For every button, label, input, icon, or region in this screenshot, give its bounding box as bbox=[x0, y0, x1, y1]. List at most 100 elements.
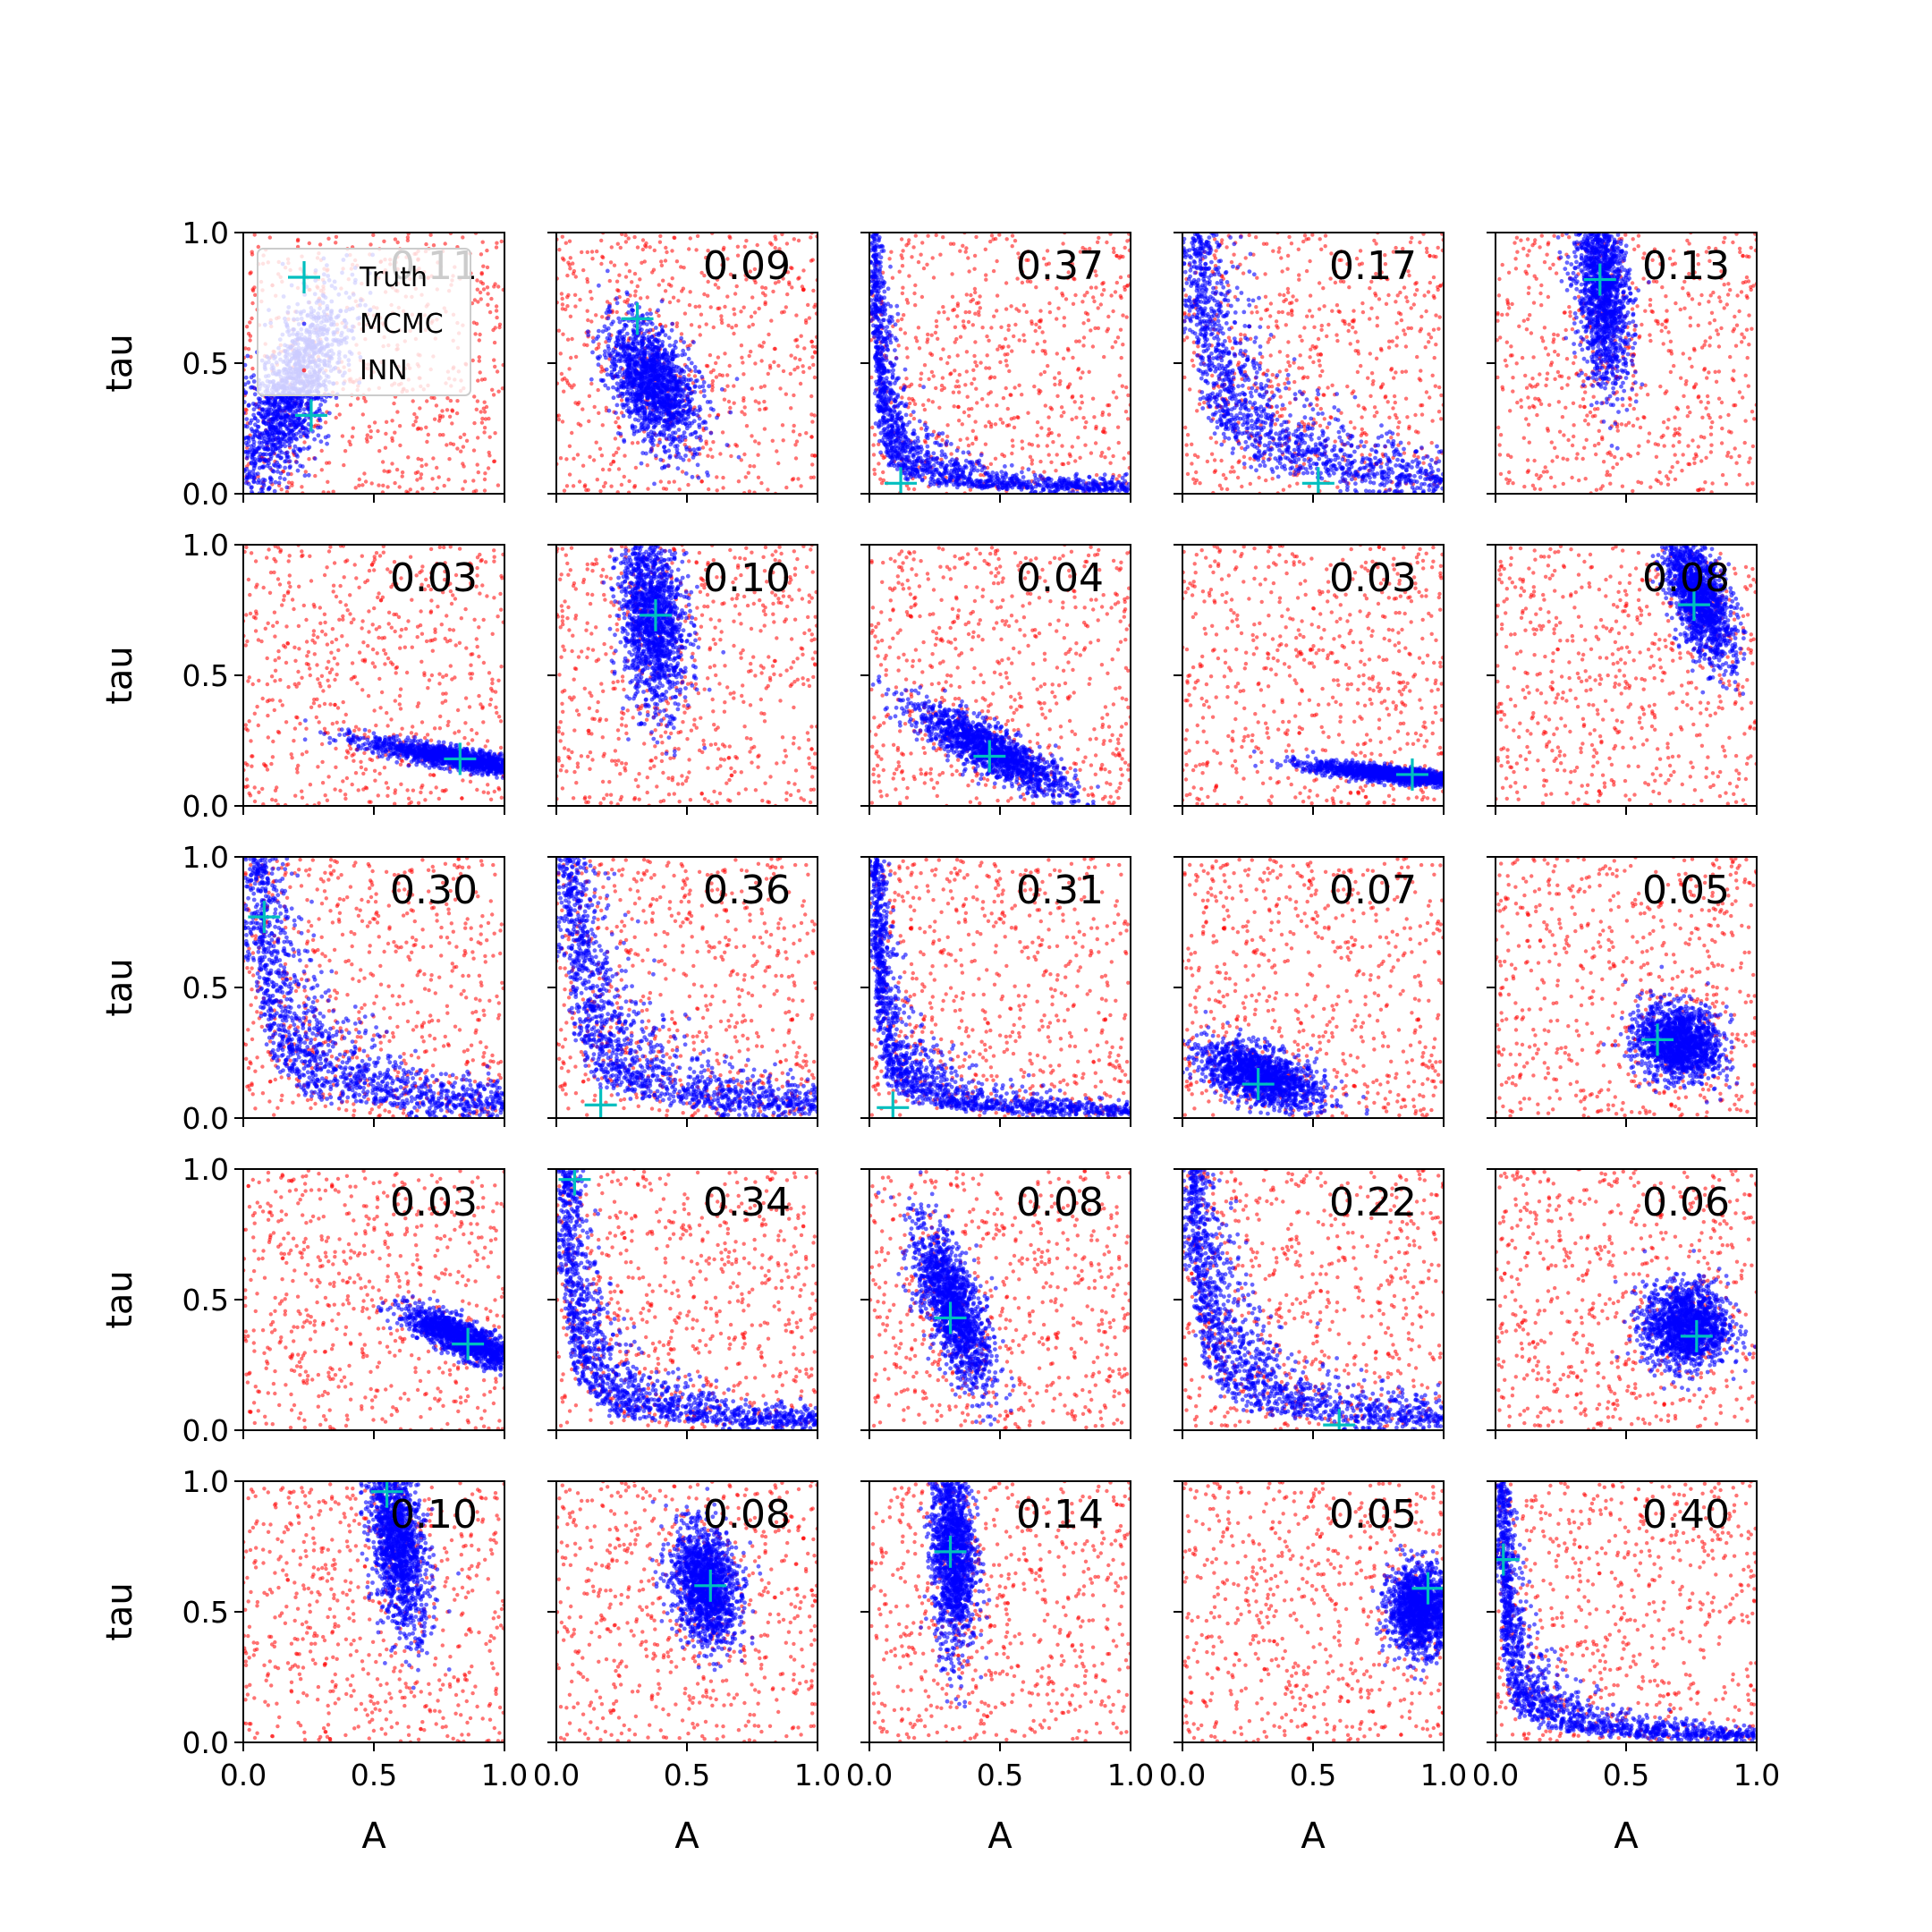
inn-point bbox=[659, 259, 664, 264]
inn-point bbox=[1034, 322, 1038, 326]
inn-point bbox=[993, 422, 998, 427]
inn-point bbox=[383, 445, 388, 450]
mcmc-point bbox=[676, 428, 682, 432]
inn-point bbox=[910, 396, 915, 402]
inn-point bbox=[671, 295, 676, 300]
inn-point bbox=[348, 442, 352, 447]
mcmc-point bbox=[255, 419, 260, 424]
mcmc-point bbox=[640, 374, 645, 379]
inn-point bbox=[931, 374, 936, 378]
inn-point bbox=[1020, 446, 1025, 451]
mcmc-point bbox=[620, 373, 625, 377]
inn-point bbox=[1017, 256, 1021, 260]
inn-point bbox=[792, 237, 796, 242]
inn-point bbox=[760, 291, 766, 295]
mcmc-point bbox=[243, 423, 248, 428]
inn-point bbox=[922, 438, 928, 444]
inn-point bbox=[437, 416, 443, 420]
inn-point bbox=[596, 387, 600, 393]
inn-point bbox=[658, 233, 663, 239]
inn-point bbox=[642, 259, 647, 264]
inn-point bbox=[950, 294, 955, 299]
inn-point bbox=[461, 487, 465, 491]
inn-point bbox=[904, 346, 909, 351]
mcmc-point bbox=[302, 473, 308, 479]
inn-point bbox=[577, 400, 581, 405]
mcmc-point bbox=[916, 438, 920, 444]
inn-point bbox=[937, 405, 942, 410]
inn-point bbox=[1030, 321, 1034, 326]
mcmc-point bbox=[645, 425, 650, 430]
inn-point bbox=[735, 244, 741, 249]
inn-point bbox=[499, 239, 504, 244]
inn-point bbox=[942, 309, 946, 315]
inn-point bbox=[405, 235, 411, 240]
inn-point bbox=[1004, 237, 1009, 242]
inn-point bbox=[926, 332, 930, 337]
mcmc-point bbox=[683, 411, 688, 415]
inn-point bbox=[1047, 301, 1052, 306]
inn-point bbox=[751, 464, 757, 469]
inn-point bbox=[718, 452, 723, 456]
mcmc-point bbox=[658, 414, 664, 419]
inn-point bbox=[1038, 325, 1042, 330]
inn-point bbox=[902, 313, 906, 318]
inn-point bbox=[243, 346, 248, 351]
mcmc-point bbox=[682, 375, 686, 379]
inn-point bbox=[809, 412, 814, 417]
inn-point bbox=[567, 472, 572, 477]
mcmc-point bbox=[678, 435, 682, 439]
inn-point bbox=[365, 439, 369, 444]
inn-point bbox=[1079, 394, 1084, 399]
inn-point bbox=[736, 479, 741, 484]
mcmc-point bbox=[687, 408, 691, 412]
inn-point bbox=[978, 294, 982, 299]
inn-point bbox=[565, 304, 570, 309]
inn-point bbox=[362, 471, 367, 476]
mcmc-point bbox=[674, 394, 679, 399]
inn-point bbox=[900, 317, 904, 322]
mcmc-point bbox=[701, 388, 707, 394]
inn-point bbox=[910, 255, 914, 259]
inn-point bbox=[744, 424, 750, 428]
mcmc-point bbox=[715, 415, 719, 420]
inn-point bbox=[471, 489, 476, 494]
mcmc-point bbox=[707, 384, 711, 389]
mcmc-point bbox=[606, 316, 611, 321]
inn-point bbox=[1030, 350, 1036, 354]
mcmc-point bbox=[244, 455, 250, 461]
mcmc-point bbox=[694, 435, 699, 440]
inn-point bbox=[1037, 318, 1042, 324]
inn-point bbox=[351, 426, 355, 430]
inn-point bbox=[414, 415, 419, 419]
mcmc-point bbox=[708, 430, 714, 436]
mcmc-point bbox=[614, 359, 619, 364]
mcmc-point bbox=[624, 408, 630, 413]
inn-point bbox=[1070, 445, 1075, 449]
inn-point bbox=[600, 423, 605, 428]
mcmc-point bbox=[250, 485, 254, 489]
inn-point bbox=[706, 453, 710, 458]
inn-point bbox=[776, 279, 781, 284]
inn-point bbox=[599, 453, 605, 458]
inn-point bbox=[420, 487, 425, 491]
mcmc-point bbox=[284, 408, 289, 412]
inn-point bbox=[1088, 246, 1092, 251]
inn-point bbox=[708, 305, 713, 309]
inn-point bbox=[927, 398, 931, 402]
inn-point bbox=[747, 325, 751, 329]
inn-point bbox=[699, 479, 704, 484]
mcmc-point bbox=[649, 420, 655, 426]
mcmc-point bbox=[704, 426, 708, 431]
inn-point bbox=[952, 242, 956, 246]
mcmc-point bbox=[642, 422, 647, 428]
mcmc-point bbox=[318, 402, 323, 407]
mcmc-point bbox=[606, 332, 612, 337]
inn-point bbox=[1077, 339, 1081, 343]
mcmc-point bbox=[307, 445, 312, 450]
inn-point bbox=[787, 282, 792, 287]
inn-point bbox=[390, 462, 394, 466]
mcmc-point bbox=[632, 323, 637, 328]
mcmc-point bbox=[614, 402, 620, 408]
mcmc-point bbox=[614, 411, 618, 415]
